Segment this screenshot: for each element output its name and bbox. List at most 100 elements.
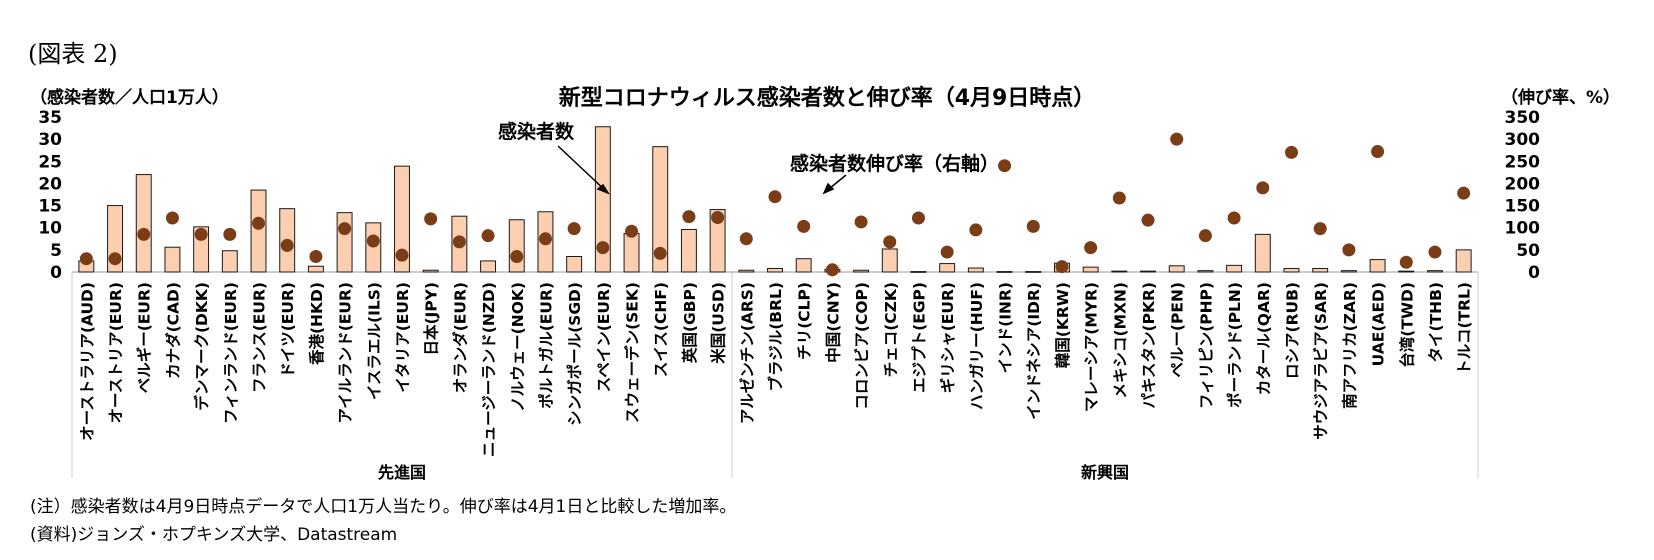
category-label: スイス(CHF)	[652, 282, 670, 377]
category-label: デンマーク(DKK)	[192, 282, 211, 411]
growth-dot	[194, 227, 208, 241]
bar	[135, 174, 152, 273]
category-label: 南アフリカ(ZAR)	[1340, 282, 1359, 409]
growth-dot	[1026, 219, 1040, 233]
growth-dot	[252, 216, 266, 230]
category-label: ベルギー(EUR)	[136, 282, 154, 393]
bar	[1426, 270, 1443, 273]
annotation-infections: 感染者数	[498, 120, 575, 143]
category-label: ギリシャ(EUR)	[939, 282, 957, 393]
bar	[1197, 270, 1214, 273]
growth-dot	[280, 238, 294, 252]
category-label: スウェーデン(SEK)	[623, 282, 642, 423]
category-label: オーストリア(EUR)	[107, 282, 125, 424]
growth-dot	[165, 211, 179, 225]
bar	[164, 246, 181, 273]
category-label: パキスタン(PKR)	[1140, 282, 1158, 409]
source-note: (資料)ジョンズ・ホプキンズ大学、Datastream	[30, 525, 398, 545]
growth-dot	[137, 227, 151, 241]
bar	[307, 265, 324, 273]
arrow-head-icon	[822, 182, 835, 195]
right-axis-unit: （伸び率、%）	[1500, 88, 1620, 108]
right-tick-label: 250	[1505, 152, 1541, 172]
arrow-head-icon	[596, 183, 610, 195]
bar	[1082, 266, 1099, 273]
bar	[795, 258, 812, 273]
growth-dot	[825, 263, 839, 277]
category-label: スペイン(EUR)	[595, 282, 613, 392]
growth-dot	[1313, 222, 1327, 236]
bar	[652, 146, 669, 273]
growth-dot	[1227, 211, 1241, 225]
right-tick-label: 150	[1505, 197, 1541, 217]
bar	[422, 269, 439, 273]
bar	[1340, 270, 1357, 273]
category-label: インド(INR)	[997, 282, 1015, 373]
growth-dot	[309, 250, 323, 263]
left-tick-label: 10	[38, 219, 62, 239]
growth-dot	[854, 215, 868, 229]
category-label: ブラジル(BRL)	[766, 282, 785, 392]
bar	[996, 271, 1013, 273]
bar	[1312, 267, 1329, 273]
footnote: (注）感染者数は4月9日時点データで人口1万人当たり。伸び率は4月1日と比較した…	[30, 497, 737, 517]
right-tick-label: 350	[1505, 108, 1541, 128]
growth-dot	[1112, 191, 1126, 205]
growth-dot	[1284, 145, 1298, 159]
left-tick-label: 0	[50, 263, 62, 283]
growth-dot	[108, 252, 122, 266]
right-tick-label: 100	[1505, 219, 1541, 239]
growth-dot	[1428, 245, 1442, 259]
growth-dot	[395, 248, 409, 262]
growth-dot	[1457, 186, 1471, 200]
category-label: インドネシア(IDR)	[1025, 282, 1043, 420]
growth-dot	[1084, 241, 1098, 255]
category-label: メキシコ(MXN)	[1111, 282, 1129, 399]
left-tick-label: 30	[38, 130, 62, 150]
category-label: チェコ(CZK)	[882, 282, 900, 377]
bar	[250, 189, 267, 273]
growth-dot	[223, 227, 237, 241]
category-label: 日本(JPY)	[422, 282, 441, 356]
growth-dot	[739, 232, 753, 246]
bar	[1168, 265, 1185, 273]
bar	[1398, 270, 1415, 273]
bar	[394, 165, 410, 273]
bar	[1140, 270, 1156, 273]
growth-dot	[596, 241, 610, 255]
growth-dot	[1399, 255, 1413, 269]
growth-dot	[1141, 213, 1155, 227]
right-tick-label: 0	[1528, 263, 1540, 283]
category-label: マレーシア(MYR)	[1083, 282, 1101, 412]
group-label: 新興国	[1081, 463, 1129, 482]
growth-dot	[424, 212, 438, 226]
figure-label: (図表 2)	[28, 40, 118, 68]
category-label: 香港(HKD)	[307, 282, 326, 365]
growth-dot	[452, 235, 466, 249]
growth-dot	[338, 222, 352, 236]
category-label: 中国(CNY)	[823, 282, 842, 363]
growth-dot	[510, 250, 524, 263]
category-label: ポルトガル(EUR)	[536, 282, 555, 409]
annotation-arrow	[557, 145, 609, 194]
bar	[1455, 249, 1472, 273]
bar	[1111, 270, 1128, 273]
growth-dot	[682, 210, 696, 224]
category-label: ノルウェー(NOK)	[509, 282, 527, 412]
growth-dot	[1342, 243, 1356, 257]
category-label: フィリピン(PHP)	[1197, 282, 1215, 409]
group-label: 先進国	[378, 463, 426, 482]
growth-dot	[481, 229, 495, 243]
left-tick-label: 15	[38, 197, 62, 217]
category-label: フランス(EUR)	[251, 282, 269, 393]
category-label: ロシア(RUB)	[1283, 282, 1301, 379]
category-label: ハンガリー(HUF)	[968, 282, 986, 410]
right-tick-label: 50	[1516, 241, 1540, 261]
category-label: 韓国(KRW)	[1053, 282, 1072, 368]
category-label: 英国(GBP)	[680, 282, 699, 364]
bar	[566, 256, 583, 273]
growth-dot	[969, 223, 983, 237]
bar	[336, 212, 353, 273]
growth-dot	[567, 222, 581, 236]
bar	[1369, 259, 1386, 273]
